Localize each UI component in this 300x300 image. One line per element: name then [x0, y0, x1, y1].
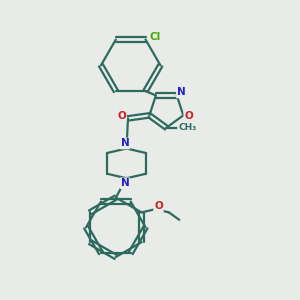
Text: O: O	[117, 111, 126, 121]
Text: Cl: Cl	[149, 32, 161, 42]
Text: N: N	[121, 139, 129, 148]
Text: N: N	[121, 178, 129, 188]
Text: CH₃: CH₃	[178, 123, 196, 132]
Text: O: O	[184, 111, 193, 121]
Text: O: O	[154, 202, 163, 212]
Text: N: N	[177, 88, 186, 98]
